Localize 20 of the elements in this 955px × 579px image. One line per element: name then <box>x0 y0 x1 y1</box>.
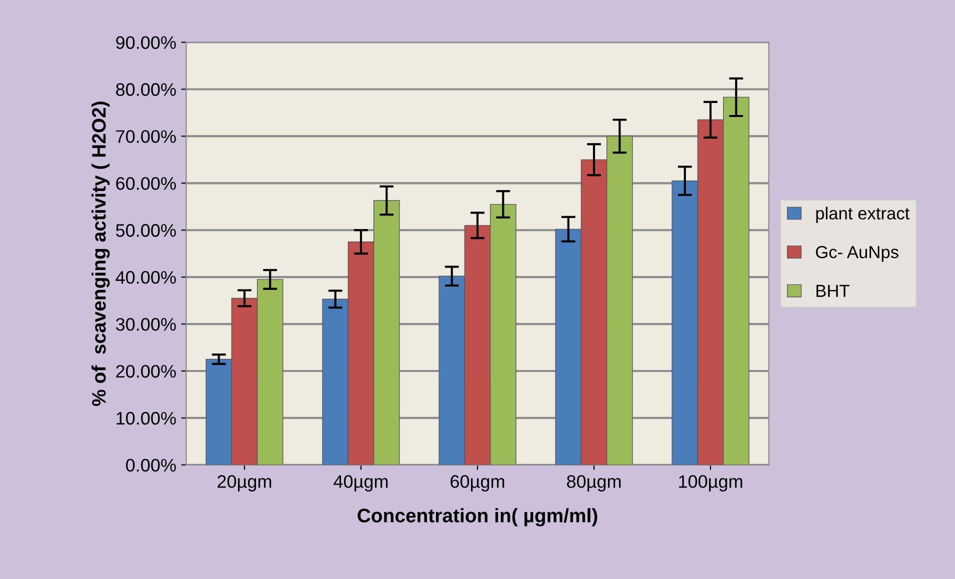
x-tick-label: 40µgm <box>334 475 388 492</box>
y-tick-label: 90.00% <box>116 36 176 49</box>
y-tick-label: 10.00% <box>116 412 176 425</box>
y-tick-label: 80.00% <box>116 83 176 96</box>
x-tick-label: 100µgm <box>679 475 742 492</box>
y-tick-label: 60.00% <box>116 177 176 190</box>
x-axis-title: Concentration in( µgm/ml) <box>358 508 598 526</box>
x-tick-label: 60µgm <box>450 475 504 492</box>
legend-label: plant extract <box>816 206 910 223</box>
x-tick-label: 20µgm <box>218 475 272 492</box>
y-tick-label: 50.00% <box>116 224 176 237</box>
y-axis-title: % of scavenging activity ( H2O2) <box>92 102 110 406</box>
y-tick-label: 20.00% <box>116 364 176 378</box>
y-tick-label: 70.00% <box>116 130 176 143</box>
x-tick-label: 80µgm <box>567 475 621 492</box>
y-tick-label: 40.00% <box>116 271 176 284</box>
legend-label: Gc- AuNps <box>816 246 898 262</box>
y-tick-label: 0.00% <box>126 458 176 472</box>
legend-label: BHT <box>816 284 850 297</box>
y-tick-label: 30.00% <box>116 318 176 331</box>
